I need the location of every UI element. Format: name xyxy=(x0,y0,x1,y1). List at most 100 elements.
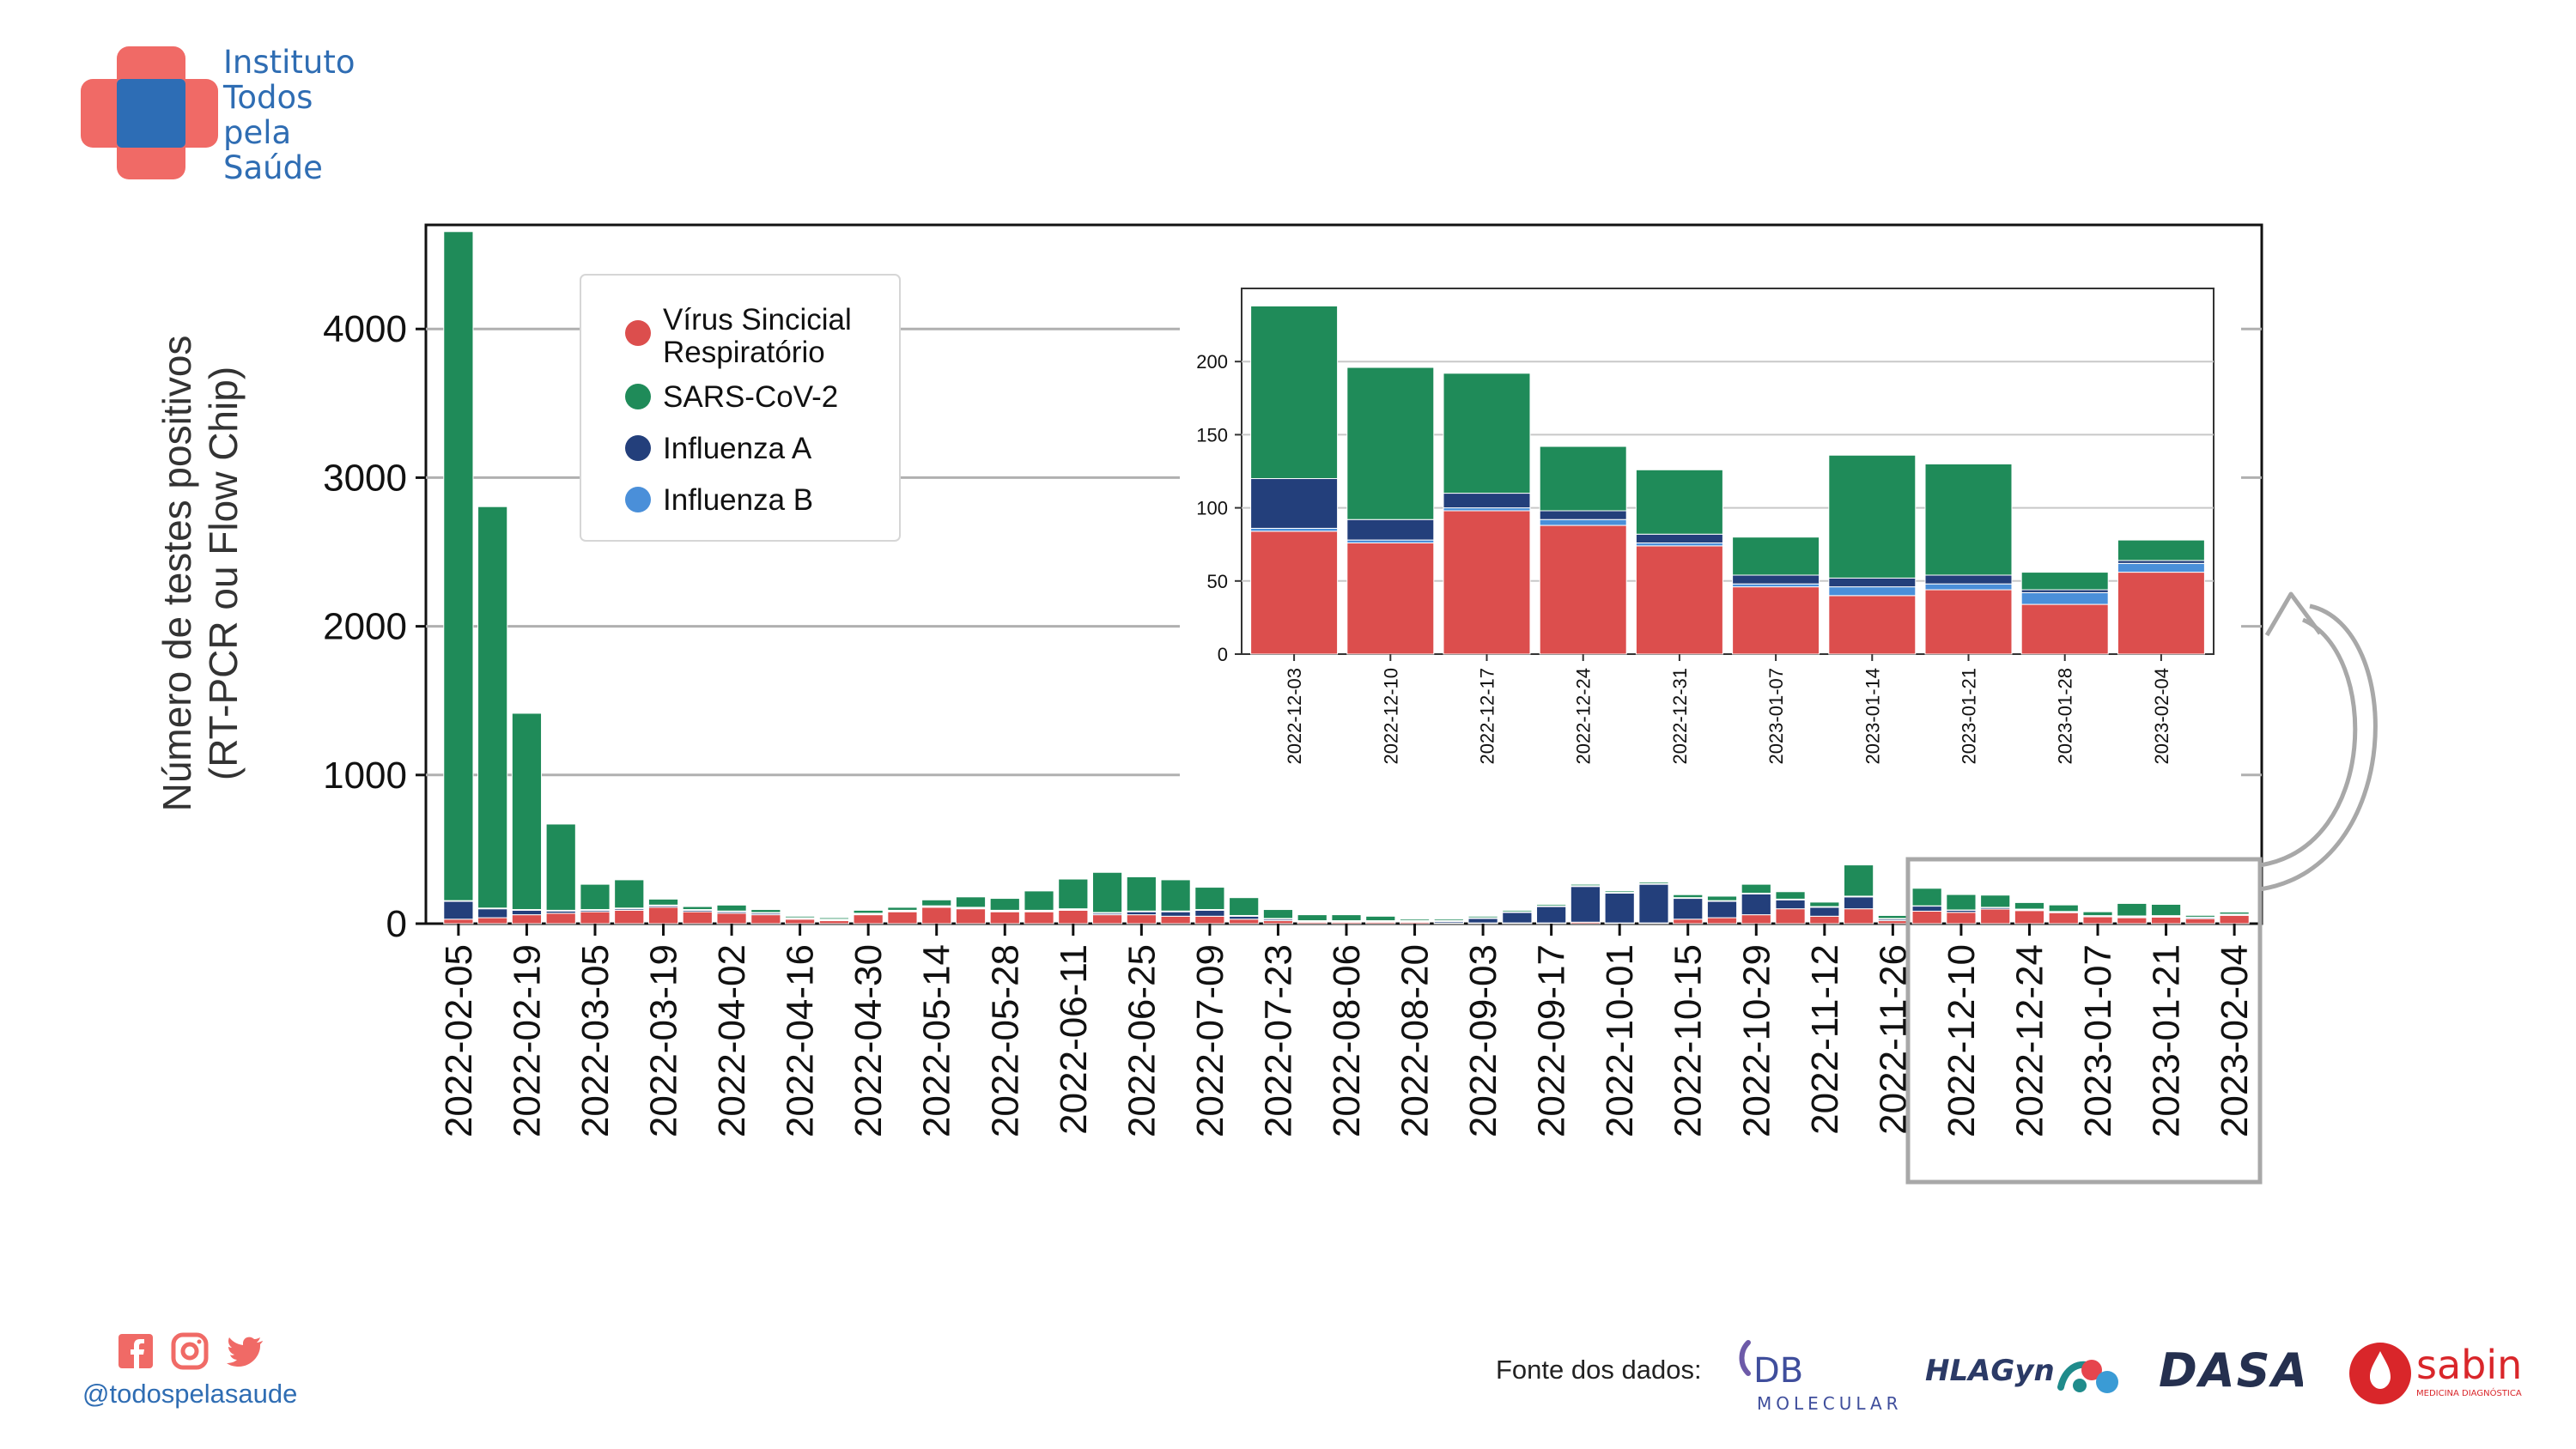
main-x-tick-label: 2022-03-05 xyxy=(574,944,617,1137)
hlagyn-logo: HLAGyn xyxy=(1925,1354,2118,1393)
instagram-icon[interactable] xyxy=(171,1332,209,1370)
inset-bar-fluA xyxy=(1443,493,1531,509)
main-x-tick-label: 2023-02-04 xyxy=(2214,944,2256,1137)
main-bar-rsv xyxy=(1775,908,1806,925)
main-x-tick-label: 2022-08-20 xyxy=(1394,944,1437,1137)
db-molecular-name: DB xyxy=(1753,1351,1803,1391)
inset-bar-sars xyxy=(1539,446,1627,512)
main-bar-sars xyxy=(545,823,576,911)
inset-x-tick-label: 2022-12-24 xyxy=(1573,668,1595,765)
main-bar-sars xyxy=(1331,914,1362,922)
main-bar-rsv xyxy=(818,920,849,925)
inset-y-tick-label: 50 xyxy=(1207,571,1228,592)
main-bar-sars xyxy=(1399,919,1431,922)
main-bar-rsv xyxy=(1877,920,1908,925)
logo-center-square xyxy=(117,79,185,148)
twitter-icon[interactable] xyxy=(227,1337,263,1367)
inset-bar-sars xyxy=(1924,463,2013,576)
main-x-tick-label: 2022-05-28 xyxy=(984,944,1026,1137)
main-x-tick-label: 2022-02-19 xyxy=(506,944,548,1137)
inset-bar-fluB xyxy=(1346,539,1435,543)
main-bar-sars xyxy=(1262,909,1294,919)
main-y-axis-label: Número de testes positivos xyxy=(155,336,199,812)
inset-bar-rsv xyxy=(1732,586,1820,655)
main-x-tick-label: 2022-07-23 xyxy=(1257,944,1299,1137)
main-bar-fluA xyxy=(1911,906,1942,912)
main-bar-sars xyxy=(1844,864,1874,897)
hlagyn-name: HLAGyn xyxy=(1925,1354,2055,1388)
main-bar-sars xyxy=(1229,897,1260,916)
inset-bar-rsv xyxy=(1828,595,1917,655)
inset-bar-rsv xyxy=(1635,545,1723,655)
dasa-logo: DASA xyxy=(2159,1343,2303,1395)
main-bar-sars xyxy=(1194,887,1225,911)
main-x-tick-label: 2023-01-21 xyxy=(2146,944,2188,1137)
inset-x-tick-label: 2023-01-14 xyxy=(1862,668,1883,765)
main-x-tick-label: 2022-06-25 xyxy=(1121,944,1163,1137)
inset-bar-sars xyxy=(1250,305,1339,480)
legend-marker-sars xyxy=(625,384,651,409)
sabin-subtitle: MEDICINA DIAGNÓSTICA xyxy=(2416,1387,2522,1398)
legend-label: Vírus Sincicial xyxy=(663,303,852,336)
inset-bar-fluB xyxy=(2020,591,2109,605)
social-handle[interactable]: @todospelasaude xyxy=(82,1379,298,1409)
main-x-tick-label: 2022-10-29 xyxy=(1735,944,1777,1137)
main-y-tick-label: 1000 xyxy=(323,755,407,797)
main-x-tick-label: 2022-04-16 xyxy=(780,944,822,1137)
inset-bar-rsv xyxy=(1443,510,1531,655)
inset-bar-sars xyxy=(1443,373,1531,494)
main-bar-sars xyxy=(1946,894,1977,911)
inset-bar-fluB xyxy=(1924,583,2013,591)
inset-bar-rsv xyxy=(1924,589,2013,655)
main-bar-fluA xyxy=(1229,915,1260,920)
main-bar-sars xyxy=(1911,888,1942,906)
legend-label: Respiratório xyxy=(663,336,825,369)
main-bar-sars xyxy=(2184,914,2215,918)
inset-bar-sars xyxy=(2117,539,2205,561)
main-bar-rsv xyxy=(1160,915,1191,925)
main-x-tick-label: 2022-07-09 xyxy=(1189,944,1231,1137)
main-bar-sars xyxy=(1673,894,1704,899)
main-x-tick-label: 2022-11-12 xyxy=(1804,944,1846,1135)
main-bar-sars xyxy=(750,909,781,913)
main-bar-fluA xyxy=(1741,893,1771,916)
zoom-arrow-icon xyxy=(2259,591,2378,892)
inset-y-tick-label: 200 xyxy=(1196,351,1228,373)
main-bar-fluA xyxy=(1536,906,1567,924)
main-x-tick-label: 2022-04-02 xyxy=(711,944,753,1137)
main-y-tick-label: 3000 xyxy=(323,457,407,499)
main-bar-sars xyxy=(2150,903,2182,917)
inset-x-tick-label: 2023-01-28 xyxy=(2055,668,2076,765)
main-x-tick-label: 2022-03-19 xyxy=(643,944,685,1137)
db-molecular-subtitle: MOLECULAR xyxy=(1757,1393,1903,1414)
main-bar-sars xyxy=(2048,904,2079,912)
main-y-tick-label: 2000 xyxy=(323,606,407,648)
main-bar-rsv xyxy=(1194,915,1225,925)
main-x-tick-label: 2022-04-30 xyxy=(848,944,890,1137)
main-bar-rsv xyxy=(2082,916,2113,925)
main-bar-sars xyxy=(1809,901,1840,907)
main-bar-rsv xyxy=(1673,919,1704,925)
main-bar-fluA xyxy=(1160,911,1191,917)
inset-bar-sars xyxy=(1732,537,1820,576)
main-bar-rsv xyxy=(545,912,576,925)
main-y-axis-label: (RT-PCR ou Flow Chip) xyxy=(201,367,246,780)
main-bar-sars xyxy=(1126,876,1157,912)
main-bar-fluA xyxy=(511,909,543,916)
facebook-icon[interactable] xyxy=(118,1334,153,1368)
main-bar-sars xyxy=(989,898,1020,911)
main-bar-sars xyxy=(1877,914,1908,919)
inset-y-tick-label: 0 xyxy=(1218,644,1228,665)
main-x-tick-label: 2022-09-03 xyxy=(1462,944,1504,1137)
inset-bar-fluB xyxy=(1443,507,1531,512)
main-bar-rsv xyxy=(785,919,816,925)
main-bar-sars xyxy=(1091,871,1123,913)
institute-logo xyxy=(81,46,218,179)
main-bar-fluA xyxy=(1604,892,1635,924)
main-bar-rsv xyxy=(921,906,952,925)
main-bar-sars xyxy=(818,917,849,920)
inset-bar-fluA xyxy=(1828,577,1917,588)
main-bar-sars xyxy=(477,506,508,909)
